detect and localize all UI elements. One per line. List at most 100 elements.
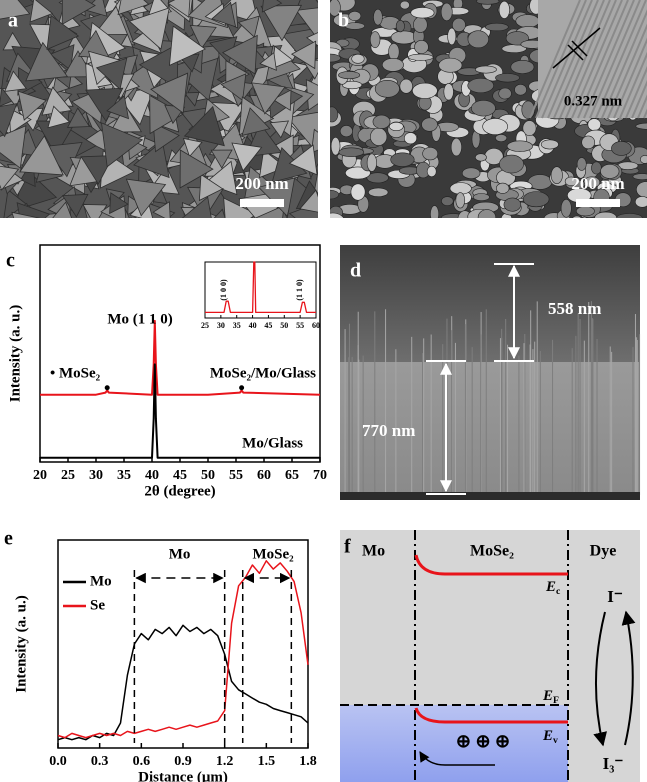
region-label: Mo: [362, 543, 385, 560]
grain: [189, 24, 217, 50]
grain: [19, 135, 64, 176]
x-tick-label: 0.3: [91, 754, 109, 769]
flake: [390, 152, 415, 167]
grain: [261, 0, 283, 13]
flake: [341, 80, 363, 90]
measure-line: [552, 27, 601, 69]
grain: [84, 0, 108, 17]
y-axis-label: Intensity (a. u.): [7, 305, 23, 403]
scale-bar-label: 200 nm: [235, 174, 288, 193]
ion-label: I₃⁻: [603, 754, 624, 773]
grain: [0, 103, 18, 138]
grain: [52, 201, 73, 218]
flake: [366, 153, 377, 172]
grain: [82, 204, 108, 218]
data-line: [57, 560, 309, 739]
flake: [447, 27, 457, 46]
grain: [66, 107, 91, 128]
y-axis-label: Intensity (a. u.): [13, 595, 29, 693]
grain: [211, 1, 237, 28]
x-tick-label: 45: [264, 321, 272, 330]
scale-bar: [240, 199, 284, 207]
lattice-fringe: [637, 94, 647, 119]
grain: [11, 211, 41, 218]
flake: [495, 134, 508, 142]
grain: [46, 14, 80, 51]
peak-marker: [104, 385, 110, 391]
lattice-fringe: [613, 37, 647, 119]
flake: [496, 182, 510, 194]
x-tick-label: 55: [296, 321, 304, 330]
data-line: [57, 624, 309, 741]
redox-arrow: [621, 610, 636, 746]
lattice-fringe: [631, 80, 647, 119]
flake: [506, 140, 533, 152]
grain: [181, 196, 212, 218]
flake: [438, 57, 463, 73]
flake: [414, 39, 429, 54]
data-line: [205, 261, 316, 314]
grain: [269, 120, 290, 139]
fermi-label: EF: [542, 688, 559, 706]
grain: [310, 128, 318, 154]
grain: [61, 193, 89, 218]
substrate: [340, 492, 640, 500]
grain: [149, 94, 184, 135]
flake: [522, 120, 537, 136]
region-label: Dye: [590, 543, 617, 560]
x-tick-label: 35: [233, 321, 241, 330]
data-line: [40, 363, 320, 459]
grain: [2, 31, 24, 51]
lattice-fringe: [625, 65, 647, 119]
grain: [231, 142, 263, 172]
grain: [138, 43, 179, 89]
flake: [550, 166, 563, 184]
data-line: [40, 319, 321, 396]
grain: [49, 44, 75, 71]
legend-label: Se: [90, 597, 105, 613]
flake: [482, 118, 508, 135]
grain: [259, 51, 277, 71]
flake: [587, 118, 602, 131]
flake: [467, 78, 494, 94]
lattice-fringe: [535, 0, 587, 119]
valence-label-sub: v: [553, 735, 558, 746]
lattice-fringe: [607, 23, 647, 119]
x-tick-label: 20: [33, 468, 47, 483]
flake: [635, 122, 647, 130]
region-label: MoSe₂: [252, 546, 294, 562]
flake: [503, 197, 522, 212]
series-label: Mo/Glass: [242, 435, 303, 451]
flake: [389, 121, 404, 131]
panel-label: f: [344, 536, 351, 558]
flake: [390, 30, 418, 45]
grain: [80, 155, 115, 185]
grain: [109, 192, 129, 215]
flake: [475, 65, 497, 74]
flake: [408, 53, 434, 61]
valence-band: [414, 707, 568, 724]
panel-label: a: [8, 10, 18, 32]
lattice-fringe: [559, 0, 611, 119]
grain: [150, 72, 189, 114]
redox-arrow: [593, 611, 607, 747]
grain: [0, 165, 20, 191]
inset-peak-label: (1 0 0): [219, 279, 228, 301]
region-label: Mo: [169, 546, 191, 562]
holes-label: ⊕ ⊕ ⊕: [456, 731, 510, 751]
series-label: MoSe₂/Mo/Glass: [210, 365, 316, 381]
x-tick-label: 40: [249, 321, 257, 330]
x-tick-label: 65: [285, 468, 299, 483]
flake: [476, 0, 500, 5]
flake: [495, 73, 520, 83]
x-axis-label: Distance (μm): [138, 769, 228, 782]
flake: [452, 17, 466, 33]
grain: [290, 40, 317, 70]
flake: [640, 155, 647, 164]
flake: [540, 139, 559, 150]
flake: [440, 2, 453, 22]
lattice-fringe: [565, 0, 617, 119]
x-tick-label: 30: [217, 321, 225, 330]
lattice-fringe: [583, 0, 635, 119]
lattice-fringe: [571, 0, 623, 119]
